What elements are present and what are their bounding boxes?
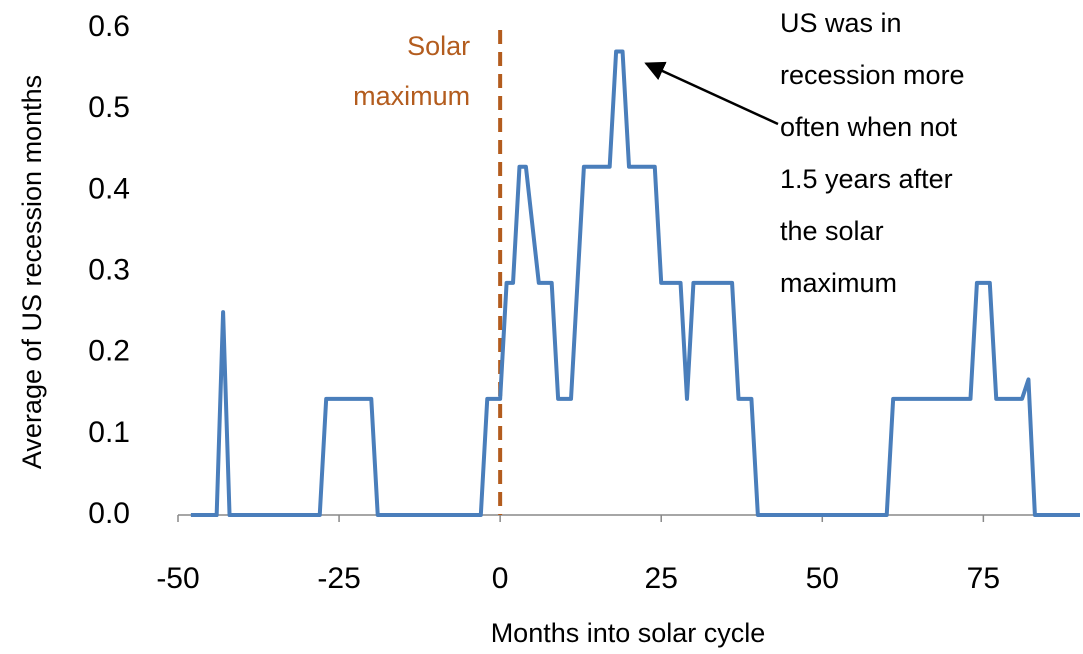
y-tick-label: 0.3 [88,253,130,286]
annotation-text: recession more [780,60,965,90]
x-axis-label: Months into solar cycle [491,618,766,648]
line-series [190,49,1080,517]
y-axis-label: Average of US recession months [17,75,47,469]
solar-max-label: Solar [407,31,470,61]
x-tick-label: 0 [492,562,509,595]
y-tick-label: 0.0 [88,497,130,530]
annotation-text: maximum [780,268,897,298]
annotation-text: often when not [780,112,958,142]
x-tick-label: -50 [156,562,199,595]
solar-max-label: maximum [353,81,470,111]
annotation-text: the solar [780,216,884,246]
y-tick-label: 0.4 [88,172,130,205]
x-tick-label: 50 [806,562,839,595]
x-tick-label: -25 [317,562,360,595]
y-tick-label: 0.5 [88,91,130,124]
annotation-arrow [644,61,779,126]
y-tick-label: 0.6 [88,10,130,43]
annotation-text: US was in [780,8,902,38]
x-tick-label: 75 [967,562,1000,595]
annotation-text: 1.5 years after [780,164,953,194]
x-tick-label: 25 [645,562,678,595]
y-tick-label: 0.1 [88,416,130,449]
y-tick-label: 0.2 [88,335,130,368]
